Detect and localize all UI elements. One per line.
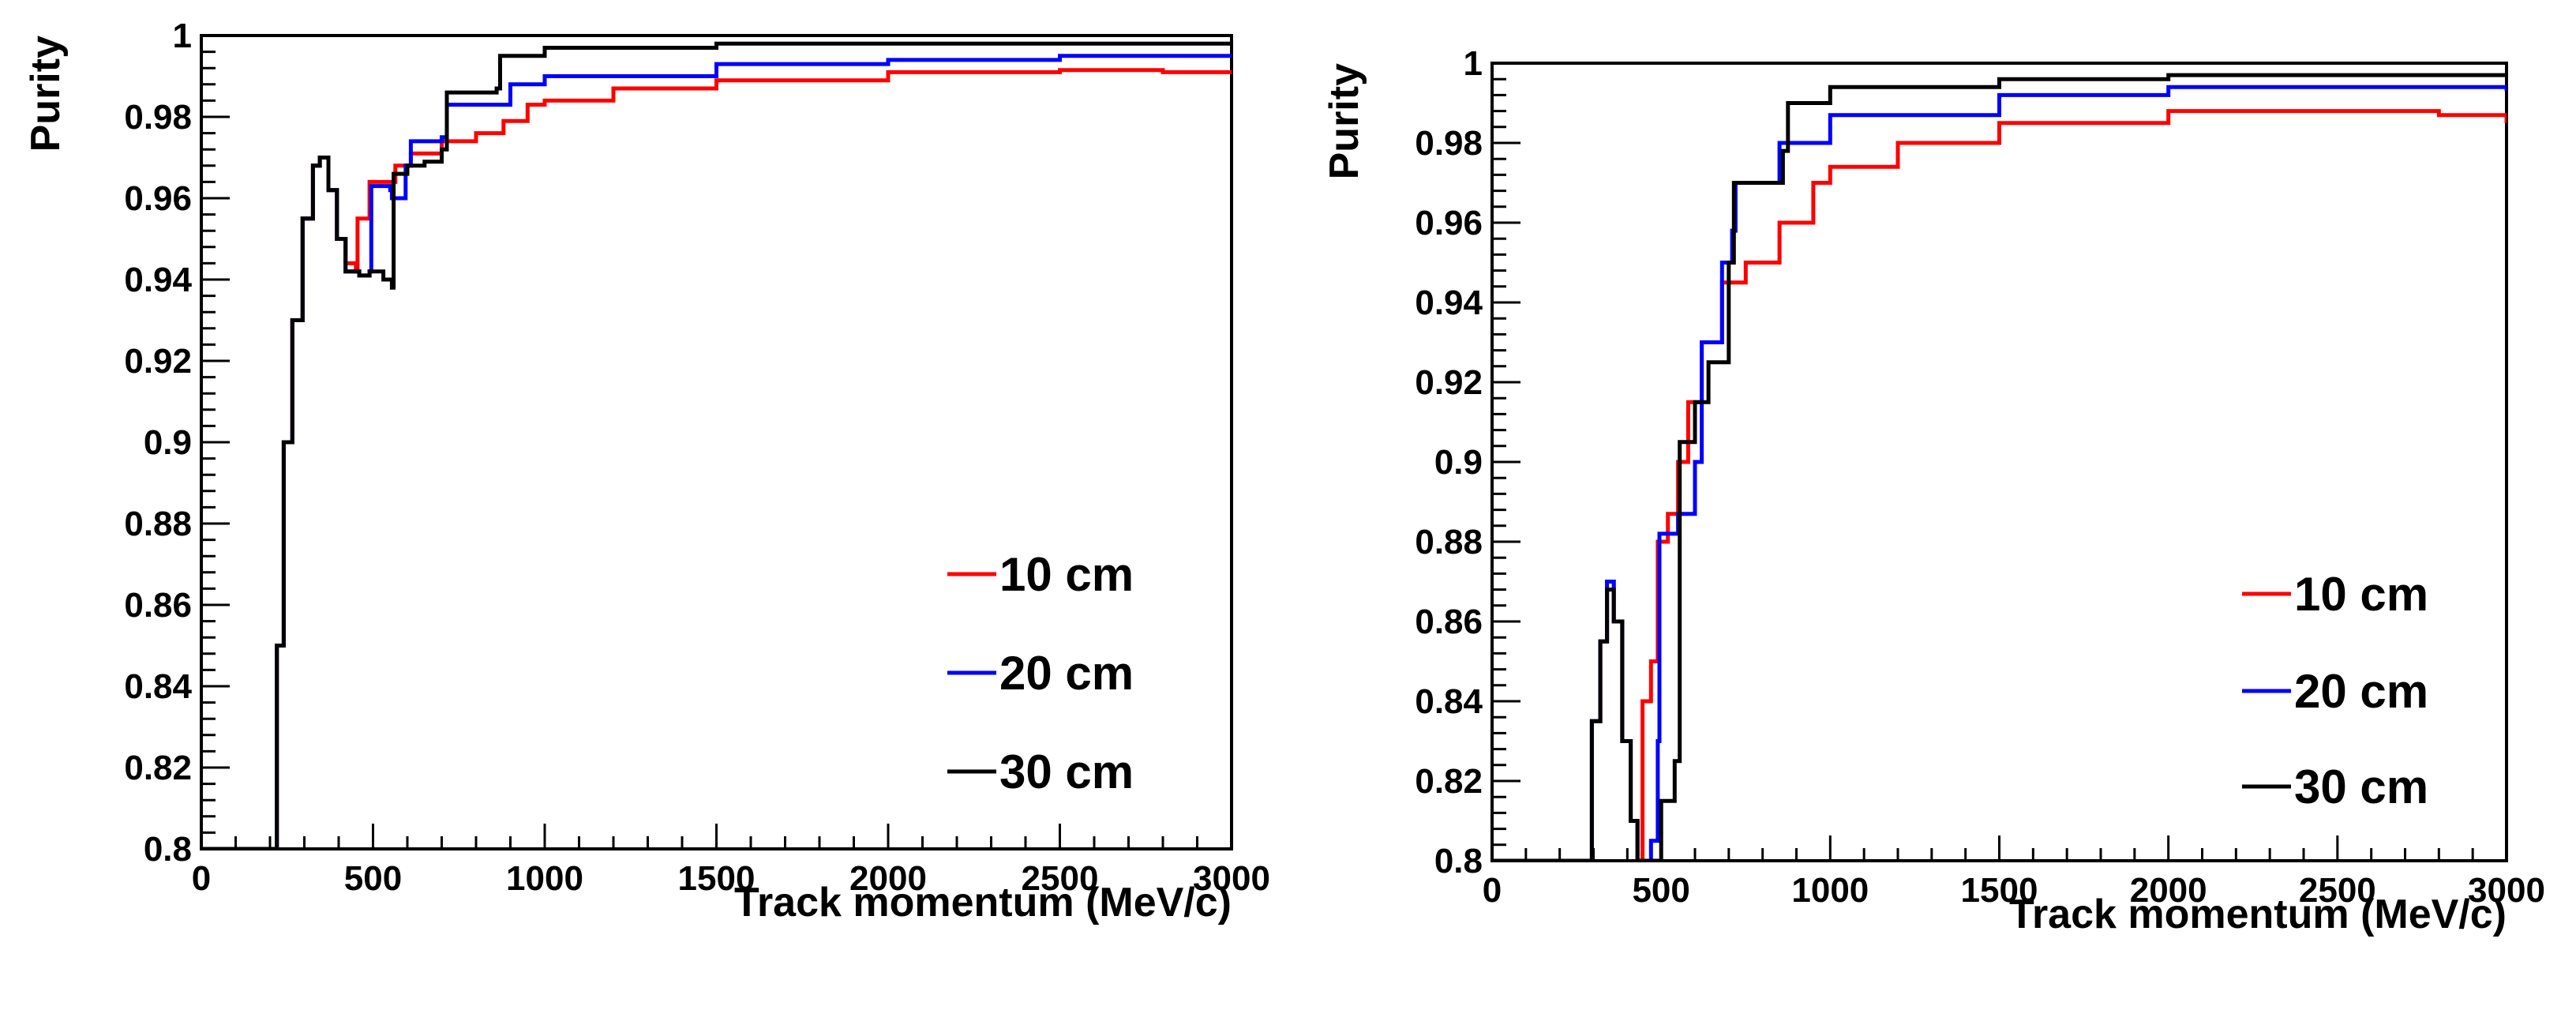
left-y-tick-label: 0.94: [124, 261, 192, 299]
left-y-tick-label: 0.86: [124, 586, 192, 625]
right-y-tick-label: 1: [1464, 44, 1483, 83]
right-chart-panel: 0 500 1000 1500 2000 2500 3000 0.8 0.82 0.84 0.86…: [1322, 44, 2545, 937]
right-y-tick-label: 0.9: [1434, 443, 1483, 482]
right-series-line-30-cm: [1492, 73, 2507, 861]
right-y-axis-title: Purity: [1322, 63, 1367, 179]
left-y-tick-label: 0.98: [124, 98, 192, 137]
right-x-axis: 0 500 1000 1500 2000 2500 3000: [1483, 835, 2545, 910]
left-x-axis: 0 500 1000 1500 2000 2500 3000: [192, 824, 1270, 898]
right-legend-label: 10 cm: [2294, 568, 2428, 621]
left-x-axis-title: Track momentum (MeV/c): [734, 880, 1232, 926]
right-y-tick-label: 0.92: [1415, 363, 1483, 402]
left-y-axis-title: Purity: [23, 36, 69, 152]
left-chart-panel: 0 500 1000 1500 2000 2500 3000 0.8 0.82 0.84 0.86…: [23, 17, 1270, 926]
right-x-tick-label: 3000: [2468, 871, 2545, 910]
right-y-tick-label: 0.94: [1415, 283, 1483, 322]
left-x-tick-label: 500: [344, 859, 402, 898]
left-y-tick-label: 0.8: [144, 830, 192, 869]
right-y-tick-label: 0.86: [1415, 603, 1483, 641]
right-y-tick-label: 0.82: [1415, 762, 1483, 801]
right-x-tick-label: 1500: [1961, 871, 2038, 910]
right-x-tick-label: 1000: [1791, 871, 1869, 910]
left-y-tick-label: 0.82: [124, 749, 192, 787]
left-y-tick-label: 0.9: [144, 423, 192, 462]
left-y-axis: 0.8 0.82 0.84 0.86 0.88 0.9 0.92 0.94 0.96 0.98 1: [124, 17, 230, 869]
right-y-tick-label: 0.8: [1434, 842, 1483, 880]
left-x-tick-label: 3000: [1193, 859, 1270, 898]
right-legend: 10 cm 20 cm 30 cm: [2242, 568, 2428, 813]
left-legend-label: 10 cm: [999, 548, 1134, 601]
left-series-layer: [201, 41, 1232, 849]
left-legend-label: 20 cm: [999, 647, 1134, 700]
left-legend: 10 cm 20 cm 30 cm: [947, 548, 1134, 798]
right-series-layer: [1492, 73, 2507, 861]
left-x-tick-label: 1000: [506, 859, 583, 898]
left-series-line-30-cm: [201, 41, 1232, 849]
right-y-tick-label: 0.96: [1415, 204, 1483, 242]
left-y-tick-label: 1: [173, 17, 192, 55]
right-x-tick-label: 2500: [2299, 871, 2376, 910]
right-y-tick-label: 0.98: [1415, 124, 1483, 163]
left-legend-label: 30 cm: [999, 745, 1134, 798]
left-x-tick-label: 2500: [1022, 859, 1099, 898]
right-x-tick-label: 2000: [2130, 871, 2207, 910]
left-y-tick-label: 0.88: [124, 505, 192, 543]
right-legend-label: 20 cm: [2294, 665, 2428, 718]
left-x-tick-label: 0: [192, 859, 211, 898]
left-y-tick-label: 0.96: [124, 179, 192, 218]
right-x-tick-label: 500: [1632, 871, 1689, 910]
left-x-tick-label: 2000: [849, 859, 927, 898]
right-y-tick-label: 0.88: [1415, 523, 1483, 561]
right-y-tick-label: 0.84: [1415, 682, 1483, 721]
left-x-tick-label: 1500: [678, 859, 756, 898]
right-x-axis-title: Track momentum (MeV/c): [2009, 892, 2507, 937]
right-y-axis: 0.8 0.82 0.84 0.86 0.88 0.9 0.92 0.94 0.96 0.98 1: [1415, 44, 1520, 880]
left-y-tick-label: 0.92: [124, 342, 192, 381]
right-x-tick-label: 0: [1483, 871, 1502, 910]
right-legend-label: 30 cm: [2294, 760, 2428, 813]
left-y-tick-label: 0.84: [124, 667, 192, 706]
